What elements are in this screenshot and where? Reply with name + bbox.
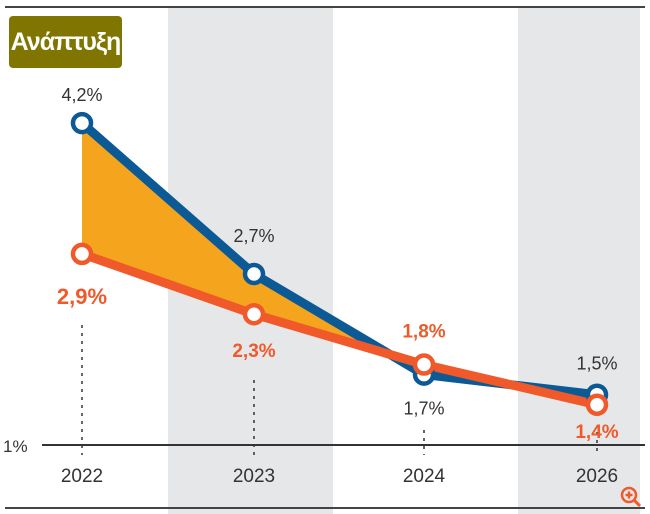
data-label-blue: 4,2% bbox=[61, 85, 102, 105]
x-tick-label: 2023 bbox=[233, 466, 275, 487]
data-point-blue bbox=[242, 262, 266, 286]
series-line-orange bbox=[80, 249, 599, 410]
chart-title-badge: Ανάπτυξη bbox=[9, 16, 122, 68]
data-label-orange: 2,9% bbox=[57, 284, 107, 309]
data-label-orange: 1,4% bbox=[575, 422, 618, 443]
data-label-blue: 1,7% bbox=[403, 399, 444, 419]
data-point-orange bbox=[70, 242, 94, 266]
x-tick-label: 2022 bbox=[61, 466, 103, 487]
x-tick-label: 2024 bbox=[403, 466, 446, 487]
data-label-orange: 1,8% bbox=[402, 322, 445, 343]
data-point-blue bbox=[70, 111, 94, 135]
data-label-blue: 2,7% bbox=[233, 226, 274, 246]
data-point-orange bbox=[585, 393, 609, 417]
zoom-in-icon[interactable] bbox=[620, 486, 642, 508]
fill-between-area bbox=[82, 123, 390, 355]
x-tick-label: 2026 bbox=[576, 466, 618, 487]
data-label-blue: 1,5% bbox=[576, 354, 617, 374]
data-label-orange: 2,3% bbox=[232, 341, 275, 362]
y-tick-label: 1% bbox=[3, 437, 28, 456]
column-band-2026 bbox=[518, 8, 640, 514]
data-point-orange bbox=[242, 302, 266, 326]
data-point-orange bbox=[412, 353, 436, 376]
